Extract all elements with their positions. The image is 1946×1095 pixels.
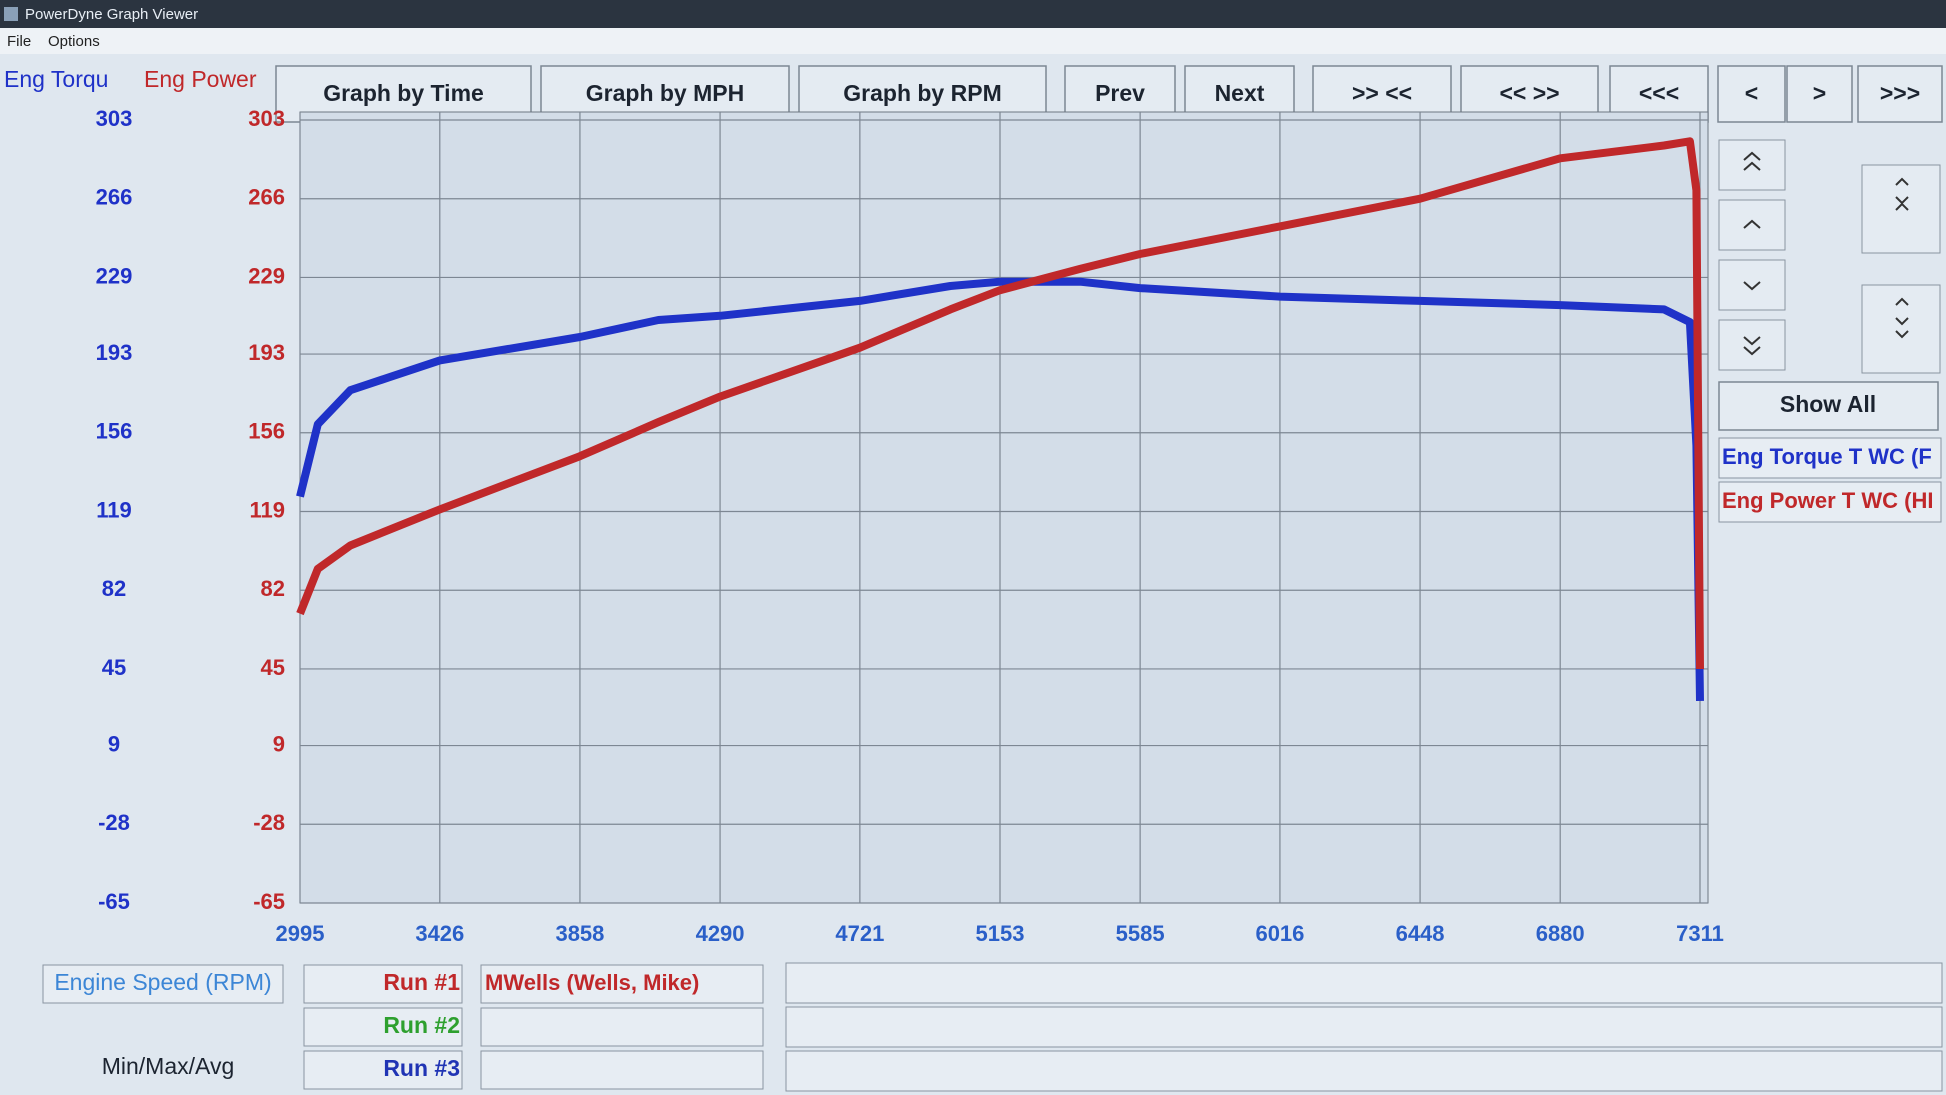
y2-tick-label: -28 <box>253 810 285 835</box>
run-box <box>303 964 463 1004</box>
y2-tick-label: 303 <box>248 106 285 131</box>
series-line <box>296 137 1704 670</box>
run-label: Run #3 <box>383 1055 460 1081</box>
button-label: << >> <box>1499 80 1559 106</box>
driver-box <box>480 1007 764 1047</box>
info-box <box>785 962 1943 1004</box>
y-tick-label: 9 <box>108 731 120 756</box>
toolbar-button[interactable]: > <box>1786 65 1853 123</box>
button-label: >> << <box>1352 80 1412 106</box>
y2-tick-label: -65 <box>253 889 285 914</box>
run-label: Run #1 <box>383 969 460 995</box>
scroll-icon <box>1743 281 1761 291</box>
scroll-button[interactable] <box>1718 199 1786 251</box>
menu-bar <box>0 28 1946 54</box>
button-frame <box>1857 65 1943 123</box>
y-tick-label: 266 <box>96 185 133 210</box>
y2-tick-label: 193 <box>248 340 285 365</box>
scroll-icon <box>1743 151 1761 171</box>
menu-item[interactable]: File <box>7 33 31 50</box>
button-frame <box>1786 65 1853 123</box>
driver-box <box>480 964 764 1004</box>
run-label: Run #2 <box>383 1012 460 1038</box>
x-tick-label: 6016 <box>1255 921 1304 946</box>
button-label: < <box>1745 80 1758 106</box>
button-label: <<< <box>1639 80 1679 106</box>
plot-area <box>299 111 1709 904</box>
show-all-label: Show All <box>1780 391 1876 417</box>
driver-name: MWells (Wells, Mike) <box>485 970 699 995</box>
x-tick-label: 2995 <box>276 921 325 946</box>
button-label: Next <box>1215 80 1265 106</box>
y-tick-label: 303 <box>96 106 133 131</box>
stats-label: Min/Max/Avg <box>102 1053 235 1079</box>
series-line <box>296 277 1704 701</box>
scroll-icon <box>1743 336 1761 356</box>
y-tick-label: 229 <box>96 263 133 288</box>
button-label: > <box>1813 80 1826 106</box>
x-tick-label: 5585 <box>1116 921 1165 946</box>
run-box <box>303 1050 463 1090</box>
y2-axis-title: Eng Power <box>144 66 257 92</box>
window-title: PowerDyne Graph Viewer <box>25 6 198 23</box>
scroll-button[interactable] <box>1861 164 1941 254</box>
x-tick-label: 7311 <box>1676 921 1724 946</box>
x-tick-label: 4290 <box>696 921 745 946</box>
y2-tick-label: 156 <box>248 419 285 444</box>
title-bar <box>0 0 1946 28</box>
y2-tick-label: 82 <box>261 576 285 601</box>
y-tick-label: -28 <box>98 810 130 835</box>
button-frame <box>1717 65 1786 123</box>
scroll-icon <box>1895 177 1909 211</box>
scroll-icon <box>1895 297 1909 339</box>
y2-tick-label: 45 <box>261 655 285 680</box>
y-tick-label: 119 <box>96 497 132 522</box>
button-label: Graph by Time <box>323 80 484 106</box>
x-tick-label: 6448 <box>1396 921 1445 946</box>
toolbar-button[interactable]: >>> <box>1857 65 1943 123</box>
y-tick-label: 45 <box>102 655 126 680</box>
y2-tick-label: 9 <box>273 731 285 756</box>
button-label: Prev <box>1095 80 1145 106</box>
x-axis-box <box>42 964 284 1004</box>
button-label: Graph by RPM <box>843 80 1001 106</box>
y2-tick-label: 229 <box>248 263 285 288</box>
button-label: Graph by MPH <box>586 80 744 106</box>
scroll-button[interactable] <box>1718 139 1786 191</box>
legend-box <box>1718 481 1942 523</box>
x-tick-label: 5153 <box>976 921 1025 946</box>
info-box <box>785 1006 1943 1048</box>
legend-entry: Eng Torque T WC (F <box>1722 444 1932 469</box>
x-tick-label: 3426 <box>415 921 464 946</box>
app-icon <box>4 7 18 21</box>
toolbar-button[interactable]: < <box>1717 65 1786 123</box>
y-tick-label: 193 <box>96 340 133 365</box>
info-box <box>785 1050 1943 1092</box>
button-label: >>> <box>1880 80 1920 106</box>
run-box <box>303 1007 463 1047</box>
menu-item[interactable]: Options <box>48 33 100 50</box>
scroll-button[interactable] <box>1861 284 1941 374</box>
y-axis-title: Eng Torqu <box>4 66 108 92</box>
legend-box <box>1718 437 1942 479</box>
scroll-button[interactable] <box>1718 259 1786 311</box>
y-tick-label: -65 <box>98 889 130 914</box>
x-axis-title: Engine Speed (RPM) <box>54 969 271 995</box>
y2-tick-label: 119 <box>250 497 286 522</box>
driver-box <box>480 1050 764 1090</box>
scroll-icon <box>1743 219 1761 229</box>
y-tick-label: 82 <box>102 576 126 601</box>
y2-tick-label: 266 <box>248 185 285 210</box>
x-tick-label: 6880 <box>1536 921 1585 946</box>
y-tick-label: 156 <box>96 419 133 444</box>
legend-entry: Eng Power T WC (HI <box>1722 488 1933 513</box>
show-all-button[interactable]: Show All <box>1718 381 1939 431</box>
x-tick-label: 3858 <box>555 921 604 946</box>
x-tick-label: 4721 <box>835 921 884 946</box>
